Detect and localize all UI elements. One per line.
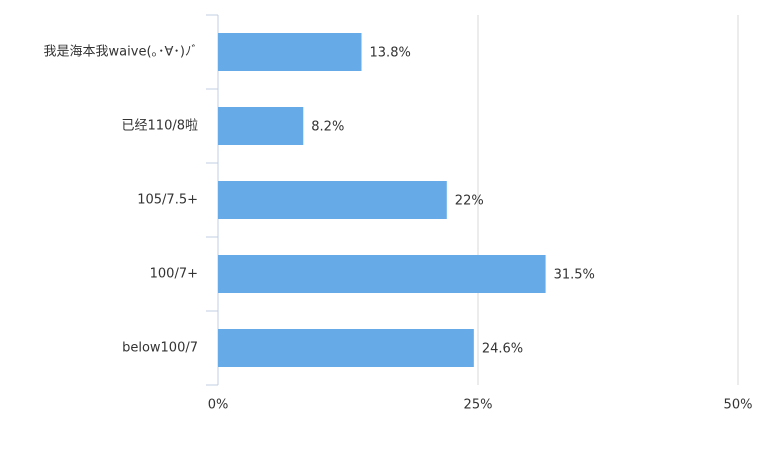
- value-label: 13.8%: [370, 46, 411, 61]
- value-label: 24.6%: [482, 342, 523, 357]
- bar: [218, 329, 474, 367]
- y-tick-label: 100/7+: [150, 267, 198, 282]
- y-tick-label: 105/7.5+: [137, 193, 198, 208]
- y-tick-label: 已经110/8啦: [122, 119, 198, 134]
- value-label: 8.2%: [311, 120, 344, 135]
- value-label: 31.5%: [554, 268, 595, 283]
- y-tick-label: 我是海本我waive(｡･∀･)ﾉﾞ: [44, 45, 198, 60]
- x-tick-label: 50%: [724, 398, 753, 413]
- y-tick-label: below100/7: [122, 341, 198, 356]
- bar: [218, 255, 546, 293]
- x-tick-label: 0%: [208, 398, 229, 413]
- bar: [218, 181, 447, 219]
- value-label: 22%: [455, 194, 484, 209]
- x-tick-label: 25%: [464, 398, 493, 413]
- bar: [218, 33, 362, 71]
- bar: [218, 107, 304, 145]
